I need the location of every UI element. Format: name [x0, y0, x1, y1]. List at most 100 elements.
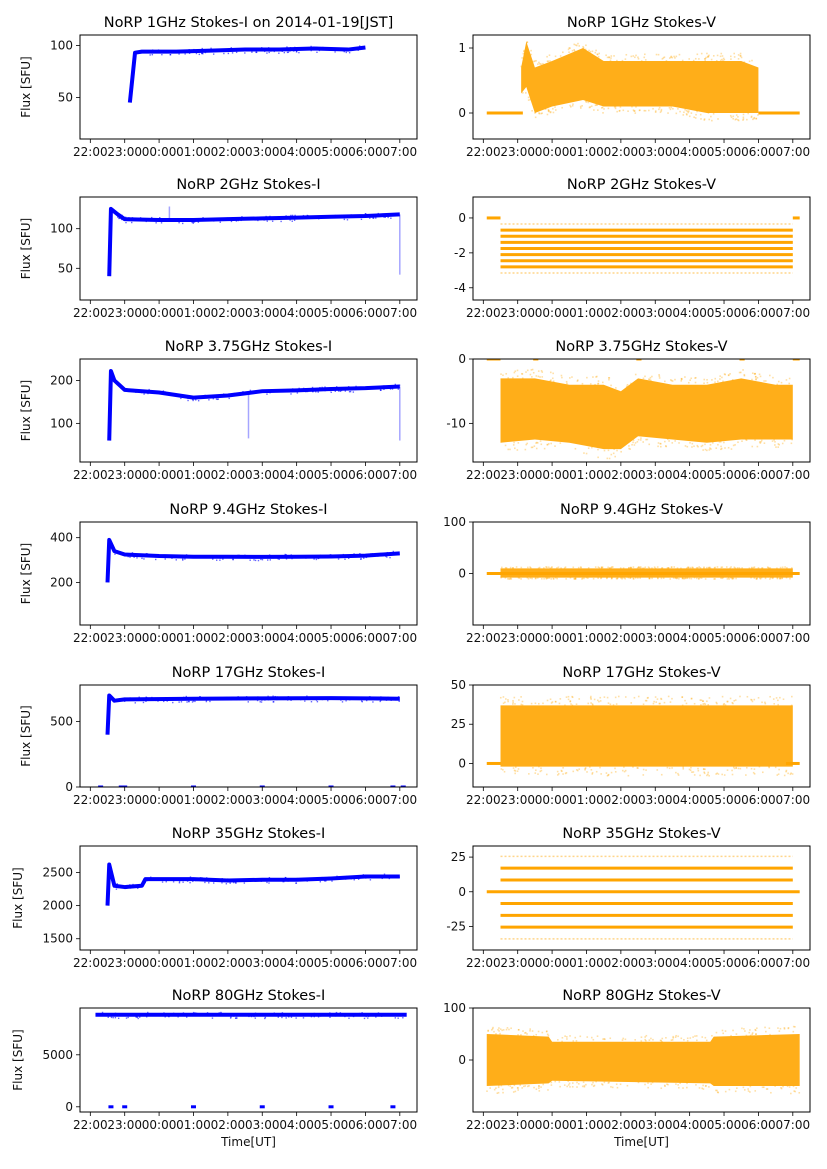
data-point — [711, 442, 714, 444]
x-tick-label: 02:00 — [211, 631, 246, 645]
data-point — [246, 217, 249, 219]
x-tick-label: 23:00 — [107, 306, 142, 320]
y-tick-label: 500 — [50, 715, 73, 729]
data-point — [722, 1032, 724, 1035]
x-tick-label: 22:00 — [73, 468, 108, 482]
data-point — [317, 391, 319, 393]
data-point — [285, 215, 287, 217]
data-point — [160, 878, 162, 881]
data-point — [683, 577, 685, 580]
data-point — [235, 51, 238, 54]
data-point — [781, 577, 784, 579]
data-point — [731, 701, 734, 704]
data-point — [730, 576, 732, 579]
data-point — [208, 882, 210, 884]
data-point — [110, 1016, 113, 1019]
data-point — [660, 1087, 663, 1090]
data-point — [698, 1087, 701, 1089]
data-point — [349, 390, 352, 393]
data-point — [743, 1089, 746, 1091]
data-point — [191, 701, 194, 703]
data-point — [230, 555, 233, 558]
data-point — [632, 578, 635, 580]
data-point — [601, 566, 604, 569]
data-point — [287, 51, 290, 53]
data-point — [783, 1028, 786, 1030]
x-tick-label: 01:00 — [569, 1118, 604, 1132]
data-point — [703, 567, 705, 570]
x-tick-label: 06:00 — [741, 468, 776, 482]
data-point — [250, 1015, 253, 1018]
data-point — [755, 378, 757, 381]
data-point — [552, 578, 555, 580]
data-point — [394, 1017, 397, 1019]
data-point — [629, 566, 632, 569]
x-tick-label: 05:00 — [707, 1118, 742, 1132]
data-point — [132, 388, 134, 391]
data-point — [307, 214, 309, 217]
data-point — [128, 217, 130, 219]
data-point — [541, 112, 543, 115]
data-point — [712, 55, 715, 57]
data-point — [741, 440, 743, 442]
data-point — [657, 577, 659, 580]
data-point — [346, 219, 349, 221]
data-point — [754, 1028, 757, 1031]
data-point — [735, 766, 738, 769]
data-point — [158, 877, 161, 880]
data-point — [385, 874, 387, 876]
data-point — [621, 577, 623, 580]
data-point — [137, 1017, 139, 1020]
data-point — [392, 553, 394, 555]
data-point — [675, 1034, 677, 1037]
data-point — [634, 112, 637, 114]
data-point — [763, 380, 765, 382]
data-point — [621, 59, 624, 62]
data-point — [691, 771, 693, 773]
data-point — [578, 45, 581, 47]
data-point — [498, 1027, 500, 1029]
data-point — [583, 1085, 586, 1088]
data-point — [144, 389, 146, 392]
data-point — [714, 381, 716, 384]
data-point — [319, 881, 322, 883]
x-tick-label: 23:00 — [500, 145, 535, 159]
data-point — [117, 216, 119, 218]
band-area — [500, 378, 793, 450]
data-point — [749, 1034, 752, 1037]
data-point — [335, 215, 338, 218]
data-point — [292, 50, 295, 52]
data-point — [294, 46, 296, 49]
data-point — [291, 879, 294, 881]
data-point — [160, 222, 163, 224]
data-point — [134, 885, 136, 887]
data-point — [253, 1013, 255, 1015]
data-point — [650, 1083, 652, 1085]
data-point — [732, 117, 735, 120]
data-point — [530, 702, 533, 705]
data-point — [109, 1014, 112, 1016]
data-point — [794, 1090, 797, 1093]
zero-mark — [190, 1105, 196, 1109]
data-point — [327, 699, 329, 702]
data-point — [359, 552, 361, 555]
data-point — [681, 577, 684, 580]
data-point — [702, 1084, 704, 1087]
data-point — [487, 1030, 489, 1032]
data-point — [189, 876, 192, 878]
data-point — [704, 57, 707, 60]
data-point — [764, 702, 767, 705]
data-point — [281, 50, 283, 52]
y-axis-label: Flux [SFU] — [11, 867, 25, 928]
data-point — [681, 577, 684, 579]
data-point — [685, 109, 688, 112]
data-point — [742, 118, 745, 120]
data-point — [785, 770, 787, 773]
data-point — [631, 105, 633, 108]
data-point — [620, 450, 622, 453]
data-point — [692, 566, 694, 569]
data-point — [534, 772, 537, 774]
data-point — [642, 774, 645, 776]
data-point — [233, 879, 235, 881]
data-point — [597, 577, 599, 579]
